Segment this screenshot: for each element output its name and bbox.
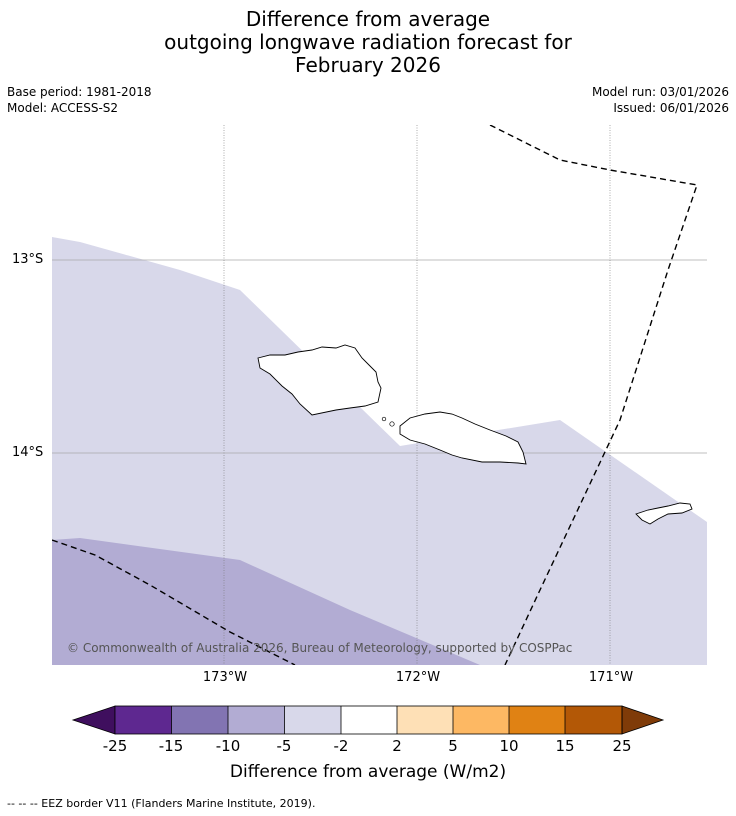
lon-label-173w: 173°W	[202, 670, 248, 685]
model-run: Model run: 03/01/2026	[591, 85, 729, 99]
colorbar-label: Difference from average (W/m2)	[229, 762, 507, 782]
cb-tick-8: 10	[499, 737, 519, 755]
cb-tick-9: 15	[555, 737, 575, 755]
cb-tick-1: -25	[102, 737, 128, 755]
colorbar-seg-9	[565, 706, 622, 734]
colorbar-seg-1	[115, 706, 172, 734]
meta-left: Base period: 1981-2018 Model: ACCESS-S2	[7, 84, 152, 116]
colorbar-seg-6	[397, 706, 453, 734]
lon-label-171w: 171°W	[588, 670, 634, 685]
apolima-islet	[381, 416, 387, 422]
colorbar-frame	[114, 705, 623, 735]
colorbar-seg-4	[284, 706, 341, 734]
title-line-1: Difference from average	[245, 7, 491, 31]
cb-tick-7: 5	[448, 737, 458, 755]
colorbar-seg-7	[453, 706, 509, 734]
cb-tick-2: -15	[158, 737, 184, 755]
manono-islet	[389, 421, 395, 427]
map-title: Difference from average outgoing longwav…	[0, 8, 736, 77]
colorbar	[71, 705, 665, 735]
upolu-island	[399, 411, 527, 465]
eez-legend-note: -- -- -- EEZ border V11 (Flanders Marine…	[7, 797, 316, 810]
colorbar-seg-2	[171, 706, 228, 734]
base-period: Base period: 1981-2018	[7, 85, 152, 99]
cb-tick-6: 2	[392, 737, 402, 755]
colorbar-extend-low	[71, 705, 116, 735]
colorbar-seg-5	[341, 706, 397, 734]
lon-label-172w: 172°W	[395, 670, 441, 685]
cb-tick-3: -10	[215, 737, 241, 755]
cb-tick-4: -5	[276, 737, 292, 755]
colorbar-seg-8	[509, 706, 565, 734]
colorbar-extend-high	[621, 705, 665, 735]
issued-date: Issued: 06/01/2026	[613, 101, 729, 115]
title-line-2: outgoing longwave radiation forecast for	[164, 30, 572, 54]
cb-tick-10: 25	[612, 737, 632, 755]
lat-label-14s: 14°S	[12, 445, 44, 460]
tutuila-island	[635, 502, 693, 525]
title-line-3: February 2026	[295, 53, 441, 77]
colorbar-seg-3	[228, 706, 285, 734]
anomaly-band-medium	[52, 538, 480, 665]
eez-border-east	[489, 125, 698, 665]
savaii-island	[257, 344, 382, 416]
lat-label-13s: 13°S	[12, 252, 44, 267]
meta-right: Model run: 03/01/2026 Issued: 06/01/2026	[592, 84, 729, 116]
cb-tick-5: -2	[333, 737, 349, 755]
copyright-notice: © Commonwealth of Australia 2026, Bureau…	[67, 641, 573, 655]
model-name: Model: ACCESS-S2	[7, 101, 119, 115]
eez-border-south	[52, 539, 296, 665]
